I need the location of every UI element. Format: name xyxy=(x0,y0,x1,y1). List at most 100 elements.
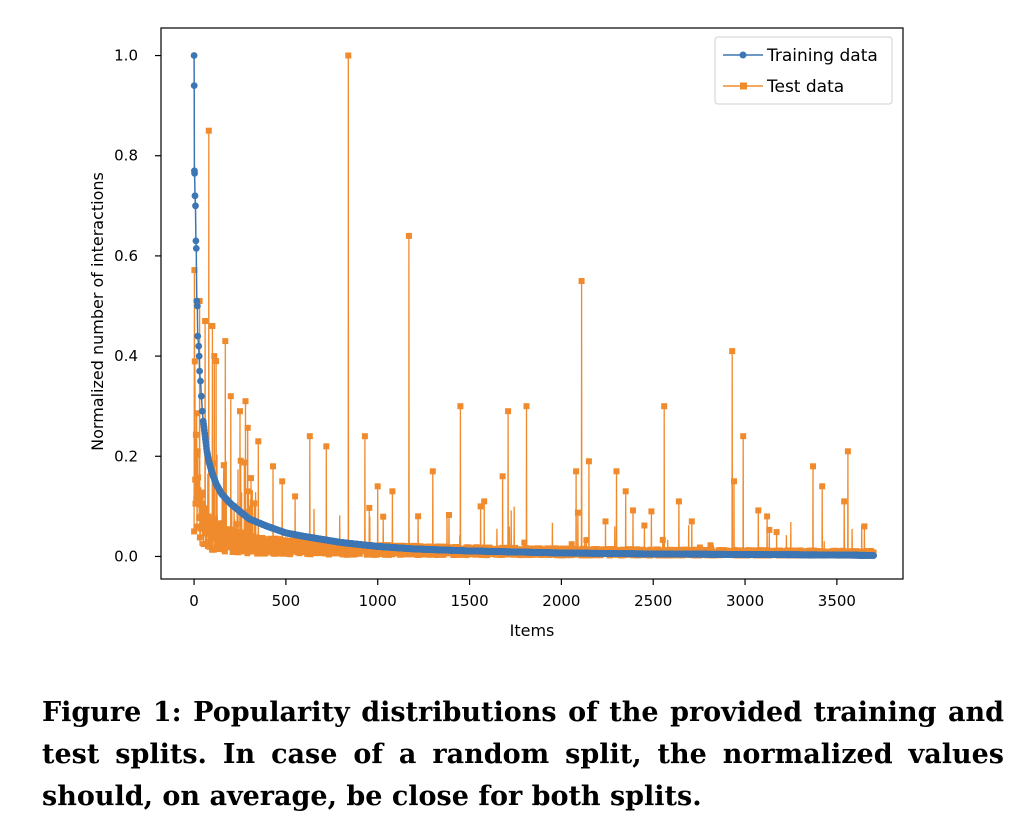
test-data-point xyxy=(211,353,218,360)
training-data-point xyxy=(194,332,202,340)
test-data-point xyxy=(229,549,236,555)
y-tick-label: 1.0 xyxy=(114,47,138,65)
chart: 0 500 1000 1500 2000 2500 3000 3500 0.0 0.2 0.4 0.6… xyxy=(88,27,904,640)
test-data-point xyxy=(198,514,205,521)
test-data-point xyxy=(245,488,252,495)
x-tick-label: 2000 xyxy=(542,592,580,610)
test-data-point xyxy=(773,529,780,536)
x-tick-label: 0 xyxy=(189,592,199,610)
test-data-point xyxy=(648,508,655,515)
test-data-point xyxy=(242,398,249,405)
test-data-point xyxy=(251,500,258,507)
test-data-point xyxy=(212,532,219,539)
legend-label: Test data xyxy=(766,77,844,97)
test-data-point xyxy=(193,495,200,502)
test-data-point xyxy=(574,509,581,516)
test-data-point xyxy=(205,127,212,134)
training-data-point xyxy=(198,407,206,415)
test-data-point xyxy=(196,534,203,541)
training-data-point xyxy=(194,302,201,310)
test-data-point xyxy=(213,358,220,365)
test-data-point xyxy=(810,463,816,470)
test-data-point xyxy=(707,542,714,549)
test-data-point xyxy=(583,537,590,544)
test-data-point xyxy=(191,528,198,535)
training-data-point xyxy=(192,237,200,245)
test-data-point xyxy=(237,457,244,464)
test-data-point xyxy=(210,546,217,553)
test-data-point xyxy=(481,498,488,505)
test-data-point xyxy=(240,538,247,545)
legend-label: Training data xyxy=(766,46,878,66)
test-data-point xyxy=(253,534,260,541)
test-data-point xyxy=(238,533,245,540)
test-data-point xyxy=(192,500,199,507)
test-data-point xyxy=(206,538,213,545)
test-data-point xyxy=(861,523,868,530)
training-data-point xyxy=(191,169,199,177)
y-tick-label: 0.0 xyxy=(114,547,138,565)
test-data-point xyxy=(429,468,436,475)
legend-box xyxy=(714,36,893,105)
test-data-point xyxy=(192,431,199,438)
test-data-point xyxy=(237,408,243,415)
test-data-point xyxy=(279,478,286,485)
plot-frame xyxy=(160,27,904,580)
test-data-point xyxy=(585,458,592,465)
test-data-point xyxy=(764,513,771,520)
x-tick-label: 1500 xyxy=(450,592,488,610)
test-data-point xyxy=(382,550,389,557)
y-tick-label: 0.2 xyxy=(114,447,138,465)
test-data-point xyxy=(193,410,200,417)
y-tick-label: 0.8 xyxy=(114,147,138,165)
test-data-point xyxy=(420,551,427,558)
y-tick-label: 0.4 xyxy=(114,347,138,365)
test-data-point xyxy=(241,529,248,536)
test-data-point xyxy=(214,540,221,547)
x-axis-label: Items xyxy=(510,621,555,640)
figure-caption: Figure 1: Popularity distributions of th… xyxy=(42,697,1004,812)
series-line-training-data xyxy=(193,55,874,557)
x-tick-label: 3500 xyxy=(818,592,856,610)
test-data-point xyxy=(241,459,248,466)
training-data-point xyxy=(192,245,200,252)
test-data-point xyxy=(292,493,299,500)
test-data-point xyxy=(218,520,225,527)
test-data-point xyxy=(209,323,216,329)
training-data-point xyxy=(193,297,201,305)
test-data-point xyxy=(505,408,512,415)
test-data-point xyxy=(323,443,330,450)
test-data-point xyxy=(204,530,211,537)
test-data-point xyxy=(841,498,848,505)
test-data-point xyxy=(202,506,209,513)
test-data-point xyxy=(235,541,242,548)
test-data-point xyxy=(210,460,217,467)
test-data-point xyxy=(755,507,762,514)
test-data-point xyxy=(328,543,335,550)
x-tick-label: 2500 xyxy=(634,592,672,610)
legend-marker xyxy=(740,82,747,90)
test-data-point xyxy=(194,523,200,530)
test-data-point xyxy=(194,451,201,458)
test-data-point xyxy=(361,433,368,440)
test-data-point xyxy=(194,448,201,455)
test-data-point xyxy=(195,474,202,481)
test-data-point xyxy=(844,448,851,455)
test-data-point xyxy=(374,483,381,490)
test-data-point xyxy=(568,541,575,548)
training-data-point xyxy=(870,552,877,559)
test-data-point xyxy=(641,522,648,529)
training-data-point xyxy=(190,52,198,59)
training-data-point xyxy=(195,342,203,350)
test-data-point xyxy=(207,516,214,523)
test-data-point xyxy=(191,358,198,365)
test-data-point xyxy=(203,527,210,534)
test-data-point xyxy=(276,536,283,543)
test-data-point xyxy=(257,545,264,552)
training-data-point xyxy=(190,82,198,89)
test-data-point xyxy=(415,513,422,520)
x-tick-label: 1000 xyxy=(359,592,397,610)
x-tick-label: 500 xyxy=(272,592,301,610)
series-line-test-data xyxy=(193,55,875,558)
test-data-point xyxy=(675,498,682,505)
